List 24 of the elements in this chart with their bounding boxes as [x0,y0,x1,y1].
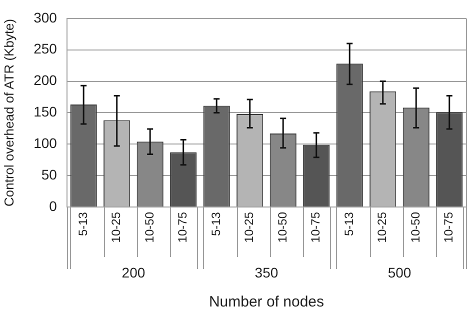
text: 10-50 [408,212,422,243]
x-tick-label: 350 [254,264,278,280]
y-tick-label: 50 [41,166,58,182]
x-tick-label: 200 [122,264,146,280]
y-tick-label: 150 [34,104,58,120]
text: 5-13 [208,212,223,236]
y-tick-label: 300 [34,9,58,26]
text: 10-50 [142,212,156,243]
x-tick-label: 500 [388,264,412,280]
text: 10-75 [442,212,456,243]
y-tick-label: 100 [34,134,58,151]
text: 10-50 [275,212,290,243]
text: 10-25 [242,212,256,243]
x-axis-title: Number of nodes [208,294,324,311]
y-axis-title: Control overhead of ATR (Kbyte) [1,18,16,207]
text: 5-13 [342,212,356,236]
text: 10-75 [308,212,323,243]
text: 10-25 [375,212,390,243]
text: 5-13 [76,212,90,236]
y-tick-label: 200 [34,72,58,88]
text: 10-75 [176,212,190,243]
y-tick-label: 0 [49,198,58,214]
y-tick-label: 250 [34,40,58,57]
text: 10-25 [109,212,124,243]
